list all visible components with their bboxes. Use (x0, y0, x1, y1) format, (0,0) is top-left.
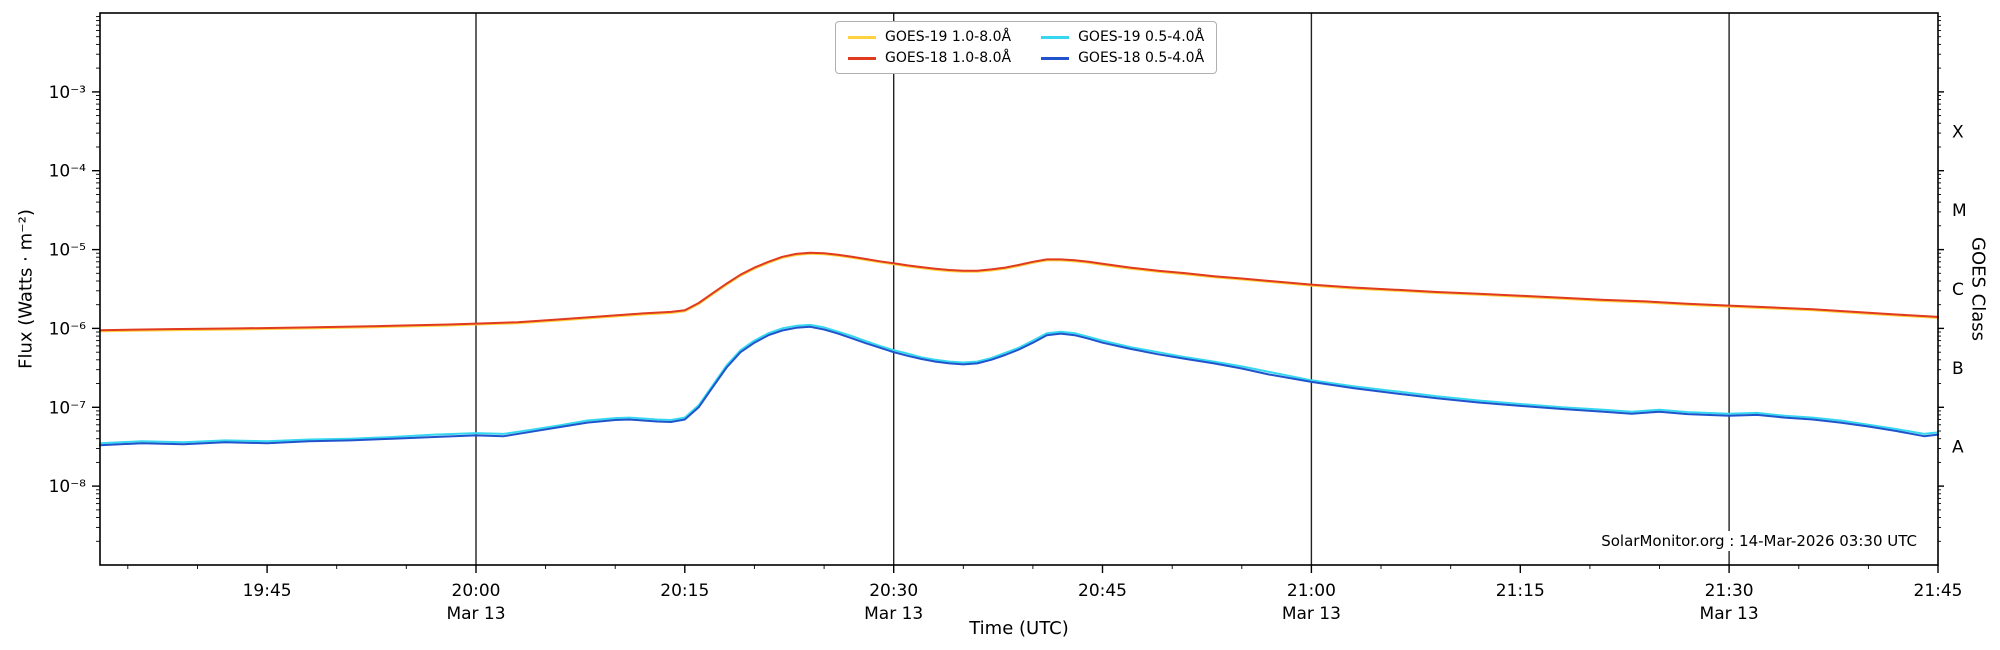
watermark-text: SolarMonitor.org : 14-Mar-2026 03:30 UTC (1596, 531, 1922, 551)
svg-text:20:00: 20:00 (452, 581, 501, 601)
right-axis-label: GOES Class (1967, 237, 1989, 341)
legend-swatch-icon (1041, 35, 1070, 39)
legend-item-goes19-short: GOES-19 0.5-4.0Å (1041, 29, 1204, 45)
svg-text:10⁻⁷: 10⁻⁷ (49, 398, 87, 418)
svg-text:M: M (1952, 201, 1967, 221)
svg-text:21:15: 21:15 (1496, 581, 1545, 601)
legend-swatch-icon (848, 56, 876, 60)
chart-legend: GOES-19 1.0-8.0Å GOES-18 1.0-8.0Å GOES-1… (835, 21, 1218, 74)
svg-text:10⁻⁵: 10⁻⁵ (49, 241, 86, 261)
legend-label: GOES-18 1.0-8.0Å (885, 50, 1012, 66)
svg-text:19:45: 19:45 (243, 581, 292, 601)
legend-label: GOES-19 1.0-8.0Å (885, 29, 1012, 45)
legend-label: GOES-18 0.5-4.0Å (1078, 50, 1205, 66)
svg-text:21:00: 21:00 (1287, 581, 1336, 601)
legend-swatch-icon (1041, 56, 1070, 60)
svg-text:Mar 13: Mar 13 (1282, 604, 1341, 624)
svg-text:21:30: 21:30 (1705, 581, 1754, 601)
y-axis-label: Flux (Watts · m⁻²) (15, 209, 37, 369)
svg-text:B: B (1952, 359, 1964, 379)
svg-text:21:45: 21:45 (1914, 581, 1963, 601)
legend-swatch-icon (848, 35, 876, 39)
svg-text:A: A (1952, 438, 1964, 458)
svg-text:Mar 13: Mar 13 (1700, 604, 1759, 624)
svg-text:Mar 13: Mar 13 (446, 604, 505, 624)
svg-text:20:30: 20:30 (869, 581, 918, 601)
svg-text:Mar 13: Mar 13 (864, 604, 923, 624)
legend-item-goes18-long: GOES-18 1.0-8.0Å (848, 50, 1011, 66)
legend-column-long: GOES-19 1.0-8.0Å GOES-18 1.0-8.0Å (848, 29, 1011, 66)
svg-text:10⁻³: 10⁻³ (49, 83, 86, 103)
svg-text:10⁻⁴: 10⁻⁴ (49, 162, 87, 182)
svg-text:X: X (1952, 122, 1964, 142)
legend-column-short: GOES-19 0.5-4.0Å GOES-18 0.5-4.0Å (1041, 29, 1204, 66)
legend-label: GOES-19 0.5-4.0Å (1078, 29, 1205, 45)
legend-item-goes19-long: GOES-19 1.0-8.0Å (848, 29, 1011, 45)
legend-item-goes18-short: GOES-18 0.5-4.0Å (1041, 50, 1204, 66)
svg-text:20:45: 20:45 (1078, 581, 1127, 601)
svg-text:10⁻⁸: 10⁻⁸ (49, 477, 87, 497)
svg-text:20:15: 20:15 (660, 581, 709, 601)
svg-text:C: C (1952, 280, 1964, 300)
x-axis-label: Time (UTC) (969, 618, 1069, 639)
svg-text:10⁻⁶: 10⁻⁶ (49, 319, 87, 339)
